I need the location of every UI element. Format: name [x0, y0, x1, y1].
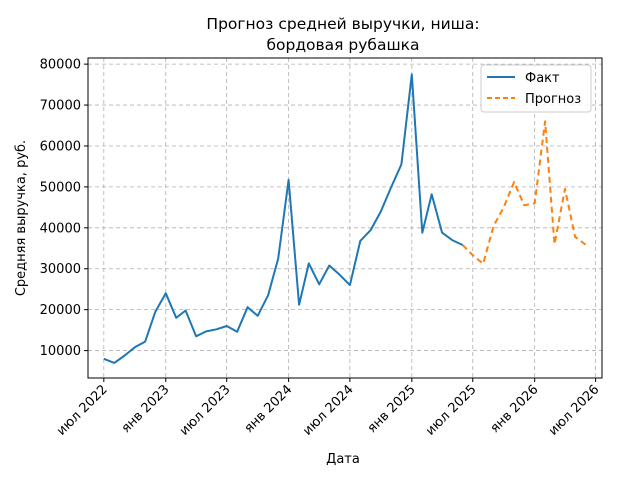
- x-axis-label: Дата: [326, 452, 360, 467]
- y-tick-label: 40000: [40, 221, 81, 236]
- x-tick-label: янв 2024: [242, 382, 296, 436]
- x-tick-label: янв 2023: [119, 382, 173, 436]
- x-tick-label: июл 2023: [177, 382, 234, 439]
- y-axis-label: Средняя выручка, руб.: [14, 140, 29, 296]
- x-tick-label: июл 2025: [423, 382, 480, 439]
- chart-title-line-2: бордовая рубашка: [266, 36, 419, 54]
- series-line-fact: [103, 73, 464, 364]
- y-tick-label: 70000: [40, 99, 81, 114]
- legend: Факт Прогноз: [480, 64, 592, 113]
- x-tick-label: июл 2024: [300, 382, 357, 439]
- legend-label-forecast: Прогноз: [525, 92, 581, 107]
- y-tick-label: 50000: [40, 180, 81, 195]
- y-tick-label: 10000: [40, 344, 81, 359]
- x-tick-label: июл 2022: [54, 382, 111, 439]
- y-tick-label: 30000: [40, 262, 81, 277]
- legend-label-fact: Факт: [525, 71, 560, 86]
- ticks-layer: 10000 20000 30000 40000 50000 60000 70000 80000…: [40, 58, 603, 439]
- chart-title-line-1: Прогноз средней выручки, ниша:: [206, 15, 479, 33]
- y-tick-label: 80000: [40, 58, 81, 73]
- x-tick-label: янв 2025: [365, 382, 419, 436]
- series-layer: [103, 73, 587, 364]
- y-tick-label: 20000: [40, 303, 81, 318]
- series-line-forecast: [461, 120, 587, 265]
- x-tick-label: июл 2026: [546, 382, 603, 439]
- plot-frame: [87, 57, 603, 379]
- y-tick-label: 60000: [40, 139, 81, 154]
- x-tick-label: янв 2026: [488, 382, 542, 436]
